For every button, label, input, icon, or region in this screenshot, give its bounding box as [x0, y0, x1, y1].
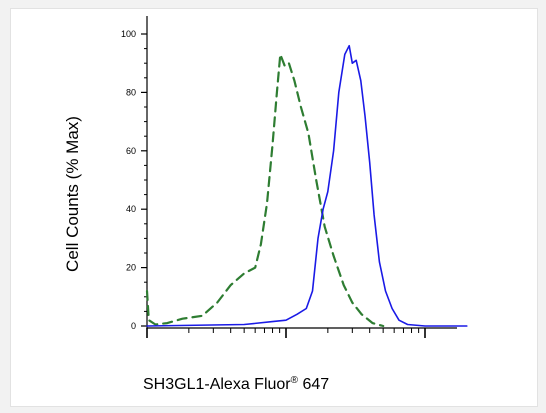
chart-card: 0 20 40 60 80 100 Cell Counts (% Max) SH3GL1-…: [10, 8, 538, 407]
histogram-chart: 0 20 40 60 80 100: [121, 16, 468, 338]
x-axis-label-tail: 647: [302, 376, 330, 393]
stained-histogram-line: [146, 44, 468, 327]
y-tick-label-80: 80: [126, 87, 136, 97]
y-axis-label: Cell Counts (% Max): [63, 116, 82, 272]
x-axis-label-registered: ®: [290, 375, 298, 386]
y-tick-label-100: 100: [121, 29, 136, 39]
y-tick-label-60: 60: [126, 146, 136, 156]
y-tick-label-40: 40: [126, 204, 136, 214]
x-axis-label-main: SH3GL1-Alexa Fluor: [143, 376, 291, 393]
y-tick-label-0: 0: [131, 321, 136, 331]
y-tick-label-20: 20: [126, 263, 136, 273]
control-histogram-line: [145, 53, 385, 328]
x-axis-label: SH3GL1-Alexa Fluor® 647: [143, 375, 329, 394]
